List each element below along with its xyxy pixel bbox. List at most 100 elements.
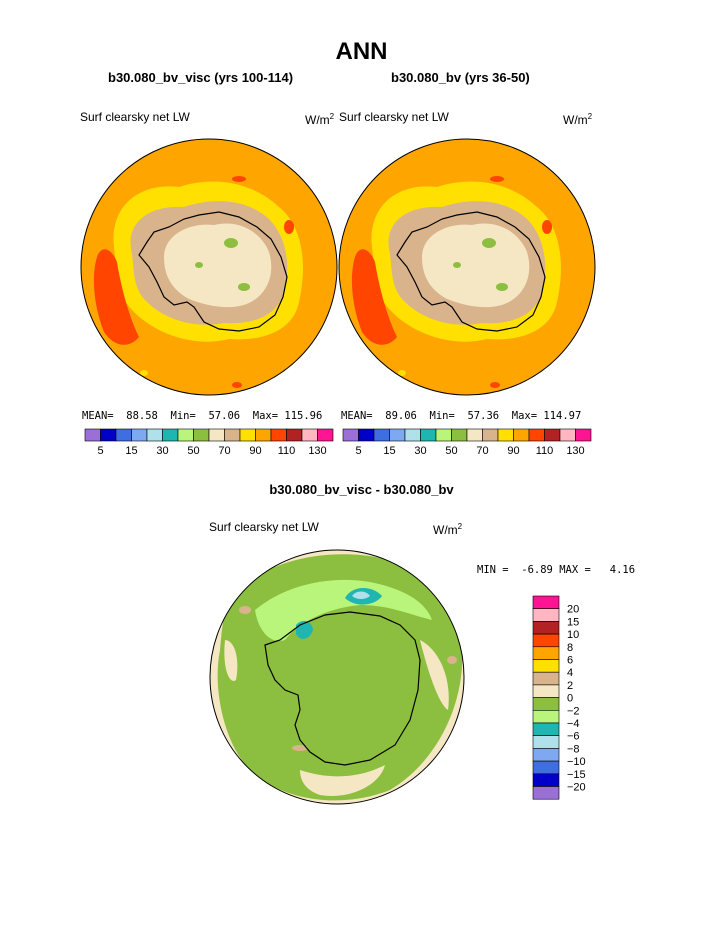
colorbar-left-swatch (162, 428, 179, 442)
colorbar-right-swatch (435, 428, 452, 442)
colorbar-left-tick-label: 15 (125, 445, 137, 457)
legend-tick-label: −10 (567, 756, 586, 768)
legend-swatch (532, 646, 560, 660)
colorbar-left-swatch (239, 428, 256, 442)
legend-tick-label: −4 (567, 718, 580, 730)
colorbar-right-swatch (466, 428, 483, 442)
colorbar-right-swatch (404, 428, 421, 442)
legend-swatch (532, 735, 560, 749)
legend-swatch (532, 684, 560, 698)
panel-right-case-title: b30.080_bv (yrs 36-50) (391, 70, 530, 85)
panel-right-variable: Surf clearsky net LW (339, 110, 449, 124)
colorbar-right-swatch (358, 428, 375, 442)
legend-swatch (532, 595, 560, 609)
legend-tick-label: 10 (567, 629, 579, 641)
colorbar-right-swatch (513, 428, 530, 442)
panel-right-stats: MEAN= 89.06 Min= 57.36 Max= 114.97 (341, 410, 582, 422)
panel-right-units: W/m2 (563, 112, 593, 127)
legend-swatch (532, 671, 560, 686)
difference-title: b30.080_bv_visc - b30.080_bv (269, 482, 454, 497)
colorbar-right-swatch (389, 428, 406, 442)
colorbar-left-swatch (131, 428, 148, 442)
legend-tick-label: 0 (567, 693, 573, 705)
colorbar-left-tick-label: 30 (156, 445, 168, 457)
map-left (81, 139, 337, 395)
colorbar-right-swatch (528, 428, 545, 442)
difference-units: W/m2 (433, 522, 463, 537)
colorbar-left-swatch (115, 428, 132, 442)
colorbar-left-tick-label: 5 (97, 445, 103, 457)
colorbar-left-tick-label: 110 (278, 445, 296, 457)
colorbar-left-swatch (208, 428, 225, 442)
colorbar-left-swatch (270, 428, 287, 442)
panel-left-stats: MEAN= 88.58 Min= 57.06 Max= 115.96 (82, 410, 323, 422)
colorbar-right-tick-label: 15 (383, 445, 395, 457)
legend-swatch (532, 659, 560, 673)
map-difference (210, 550, 464, 804)
legend-tick-label: 6 (567, 655, 573, 667)
map-difference-border (209, 549, 465, 805)
colorbar-left-swatch (84, 428, 101, 442)
legend-tick-label: 2 (567, 680, 573, 692)
colorbar-right-tick-label: 90 (507, 445, 519, 457)
colorbar-right-swatch (544, 428, 561, 442)
colorbar-right-swatch (451, 428, 468, 442)
colorbar-right-tick-label: 5 (355, 445, 361, 457)
difference-minmax: MIN = -6.89 MAX = 4.16 (477, 564, 636, 576)
panel-left-case-title: b30.080_bv_visc (yrs 100-114) (108, 70, 294, 85)
colorbar-left-tick-label: 50 (187, 445, 199, 457)
colorbar-right-swatch (342, 428, 359, 442)
legend-swatch (532, 786, 560, 800)
legend-swatch (532, 760, 560, 775)
colorbar-right-swatch (575, 428, 592, 442)
legend-tick-label: −2 (567, 705, 580, 717)
colorbar-right: 5 15 30 50 70 90 110 130 (342, 428, 592, 457)
legend-tick-label: −20 (567, 782, 586, 794)
page-title: ANN (335, 38, 388, 65)
colorbar-left-swatch (286, 428, 303, 442)
colorbar-left-tick-label: 90 (249, 445, 261, 457)
colorbar-right-swatch (373, 428, 390, 442)
legend-tick-label: −15 (567, 769, 586, 781)
legend-tick-label: −6 (567, 731, 580, 743)
colorbar-right-tick-label: 70 (476, 445, 488, 457)
legend-swatch (532, 748, 560, 762)
colorbar-left-swatch (301, 428, 318, 442)
map-right-border (338, 138, 596, 396)
difference-variable: Surf clearsky net LW (209, 520, 319, 534)
colorbar-left-swatch (177, 428, 194, 442)
colorbar-left: 5 15 30 50 70 90 110 130 (84, 428, 334, 457)
colorbar-right-tick-label: 30 (414, 445, 426, 457)
legend-tick-label: 15 (567, 616, 579, 628)
colorbar-right-swatch (559, 428, 576, 442)
legend-swatch (532, 722, 560, 736)
legend-swatch (532, 621, 560, 635)
colorbar-left-tick-label: 70 (218, 445, 230, 457)
legend-swatch (532, 633, 560, 648)
legend-swatch (532, 773, 560, 787)
colorbar-left-swatch (317, 428, 334, 442)
colorbar-right-tick-label: 50 (445, 445, 457, 457)
legend-swatch (532, 697, 560, 711)
colorbar-left-swatch (193, 428, 210, 442)
colorbar-left-swatch (224, 428, 241, 442)
map-left-border (80, 138, 338, 396)
legend-tick-label: 20 (567, 604, 579, 616)
map-right (339, 139, 595, 395)
legend-swatch (532, 608, 560, 622)
colorbar-left-tick-label: 130 (308, 445, 326, 457)
legend-tick-label: 8 (567, 642, 573, 654)
panel-left-units: W/m2 (305, 112, 335, 127)
colorbar-right-swatch (420, 428, 437, 442)
legend-tick-label: 4 (567, 667, 573, 679)
legend-swatch (532, 709, 560, 724)
colorbar-right-swatch (482, 428, 499, 442)
legend-tick-label: −8 (567, 743, 580, 755)
colorbar-left-swatch (100, 428, 117, 442)
colorbar-right-tick-label: 110 (536, 445, 554, 457)
colorbar-right-tick-label: 130 (566, 445, 584, 457)
colorbar-right-swatch (497, 428, 514, 442)
colorbar-left-swatch (255, 428, 272, 442)
